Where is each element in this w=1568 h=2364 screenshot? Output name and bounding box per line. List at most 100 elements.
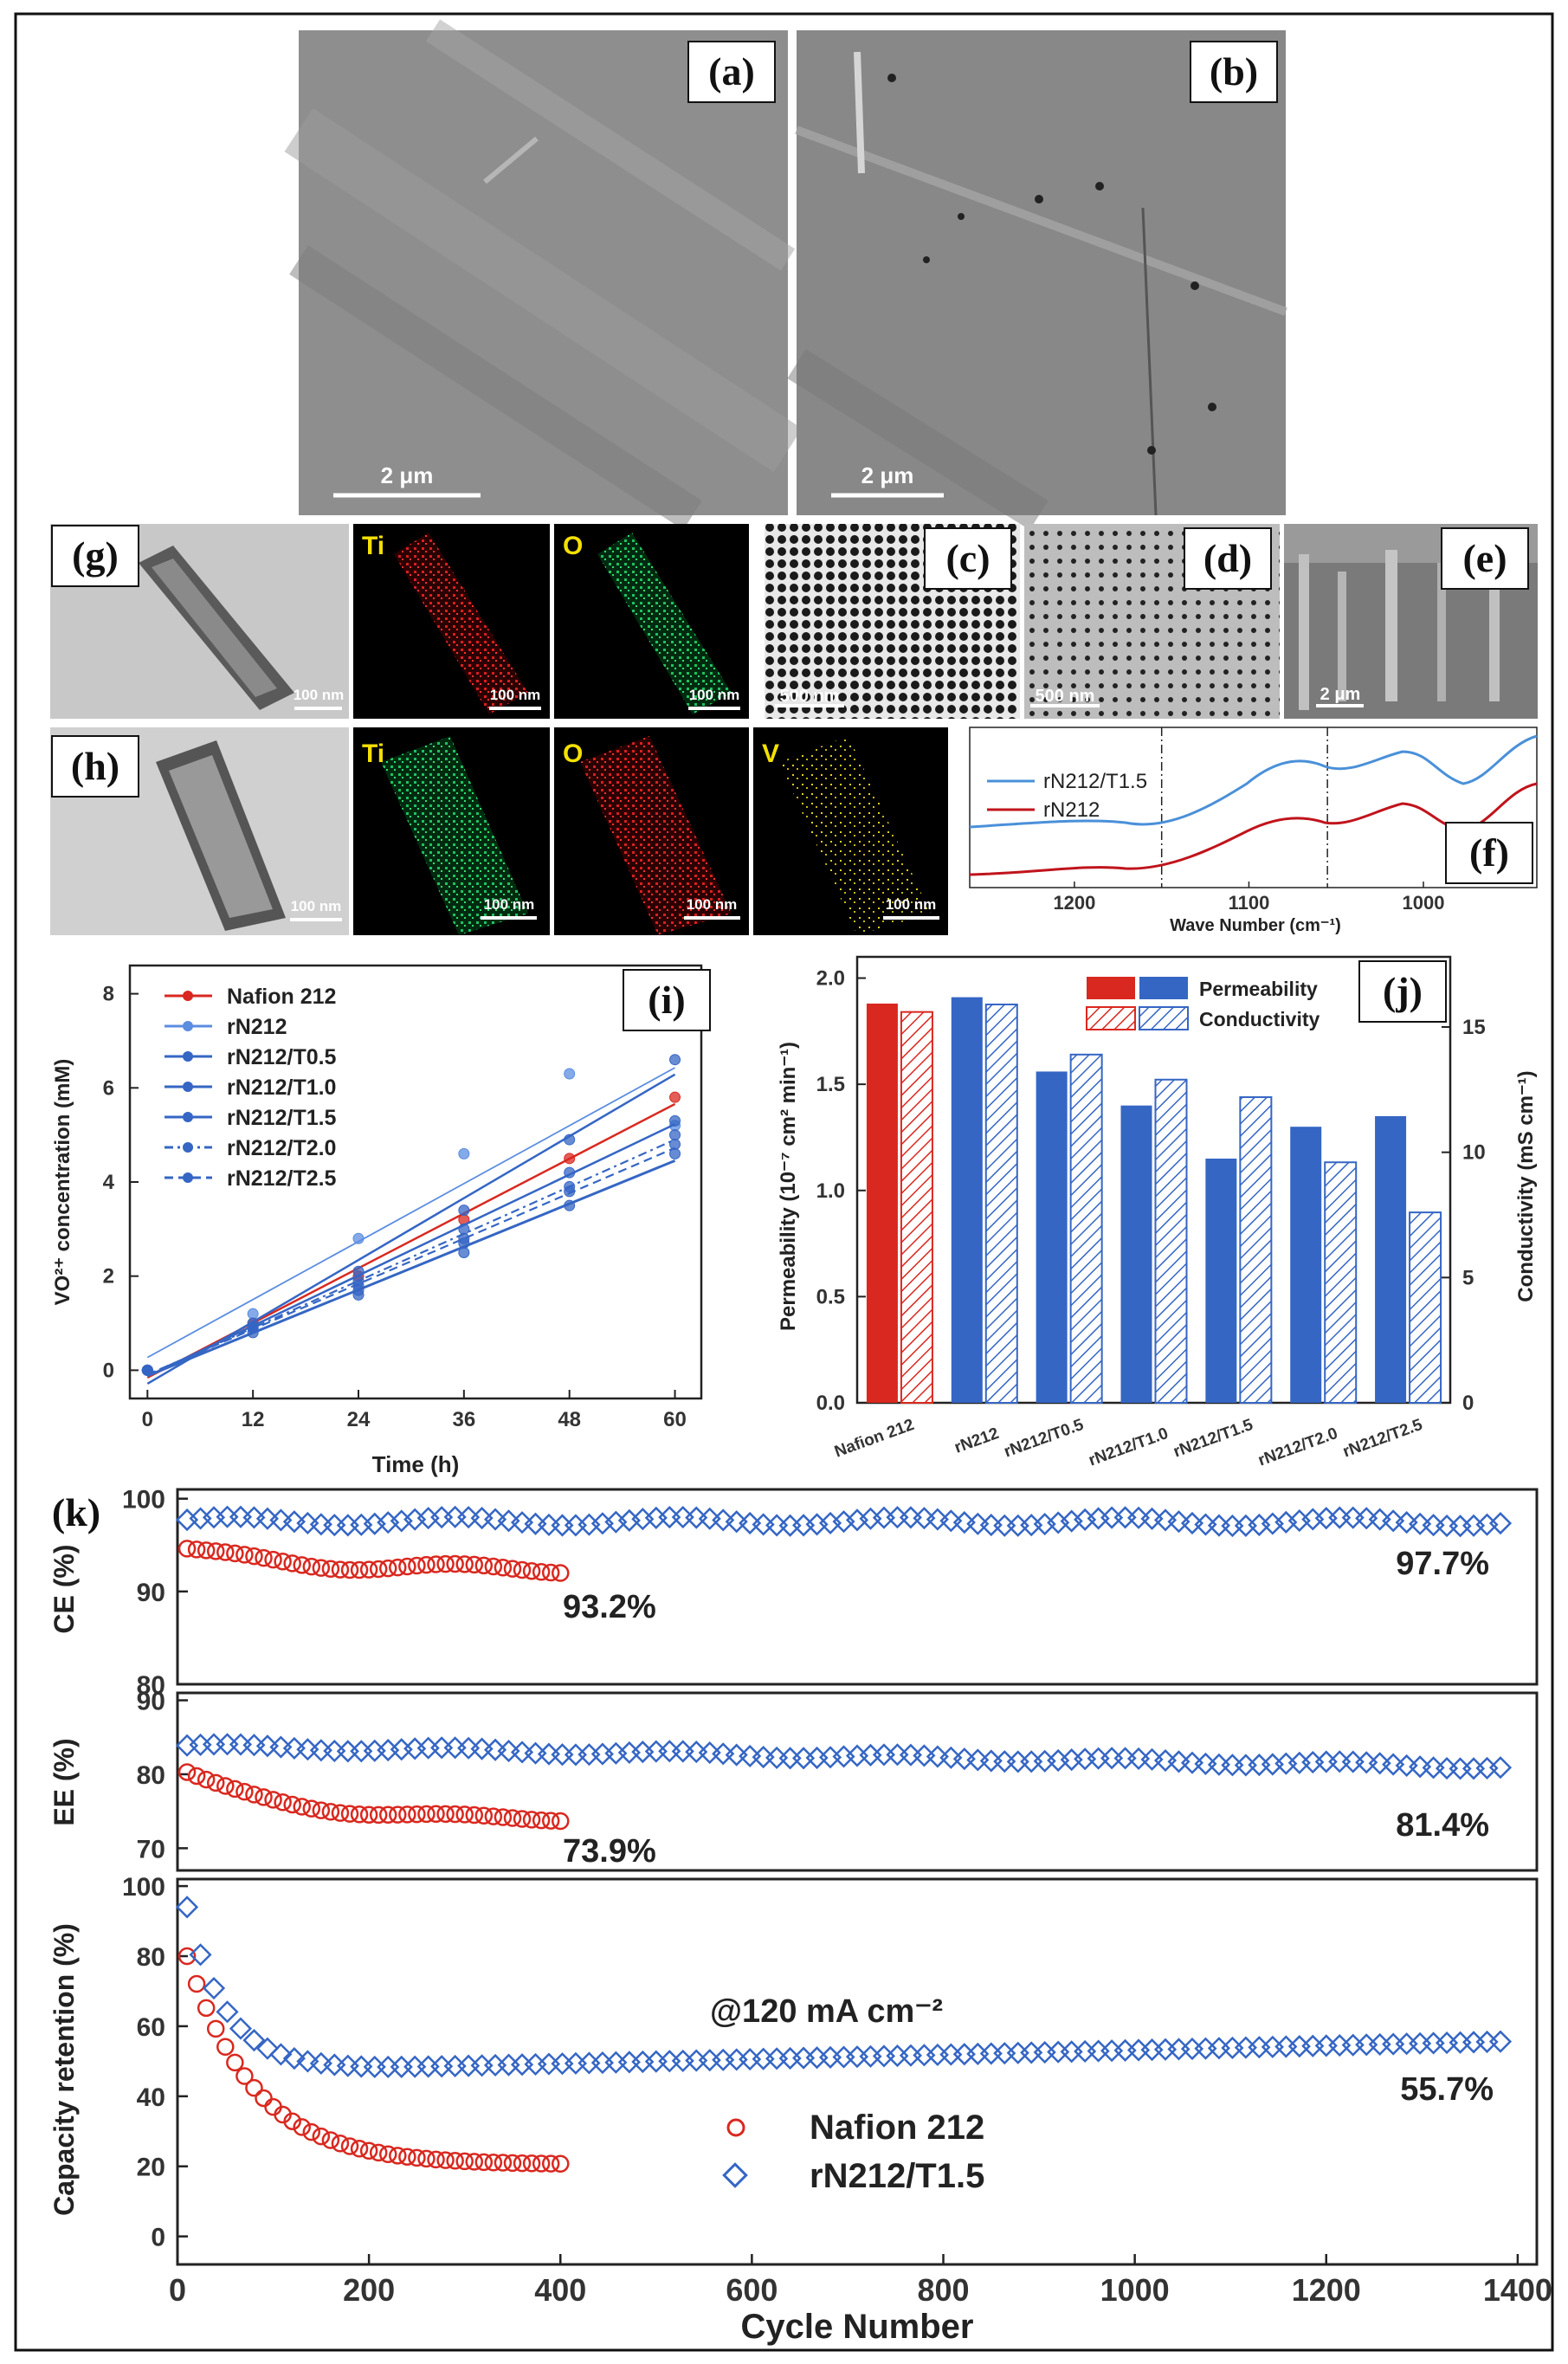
chart-k-ee-rn212-point-8 (282, 1736, 306, 1760)
chart-i-legend-marker-6 (183, 1172, 193, 1183)
chart-k-ce-rn212-point-51 (859, 1507, 882, 1530)
chart-k-xtick-200: 200 (343, 2272, 395, 2308)
panel-i-label: (i) (648, 978, 685, 1022)
chart-i-xtick-0: 0 (142, 1408, 153, 1431)
chart-k-ce-nafion-point-23 (398, 1557, 416, 1576)
chart-k-ce-rn212-point-36 (658, 1506, 681, 1529)
chart-k-ee-rn212-point-20 (443, 1736, 467, 1760)
panel-e-label: (e) (1462, 536, 1507, 580)
chart-k-ce-rn212-point-94 (1435, 1514, 1459, 1538)
chart-k-cap-nafion-point-23 (398, 2148, 416, 2166)
chart-k-ce-rn212-point-50 (845, 1508, 869, 1532)
chart-k-cap-nafion-point-19 (359, 2141, 378, 2161)
chart-k-ce-nafion-point-3 (206, 1542, 225, 1560)
chart-j-frame (855, 955, 1452, 1405)
panel-c-label: (c) (945, 536, 990, 580)
eds-label-h-v: V (762, 740, 779, 768)
chart-k-cap-nafion-point-27 (436, 2151, 455, 2169)
chart-k-cap-rn212-point-56 (926, 2043, 949, 2067)
chart-k-ee-nafion-point-4 (216, 1777, 235, 1795)
chart-k-ee-rn212-point-82 (1274, 1752, 1298, 1775)
chart-k-cap-rn212-point-87 (1341, 2033, 1365, 2057)
chart-k-cap-rn212-point-16 (390, 2055, 413, 2078)
chart-k-cap-rn212-point-71 (1126, 2038, 1151, 2062)
chart-k-cap-nafion-point-7 (245, 2078, 263, 2097)
chart-k-ce-rn212-point-39 (698, 1507, 721, 1530)
chart-k-ee-rn212-point-45 (778, 1747, 802, 1770)
chart-k-ce-nafion-point-31 (474, 1556, 494, 1575)
chart-k-ce-rn212-point-30 (578, 1513, 601, 1536)
chart-k-ee-rn212-point-87 (1341, 1750, 1365, 1773)
chart-k-ee-rn212-point-50 (845, 1744, 869, 1767)
chart-k-ee-nafion-point-0 (177, 1763, 197, 1781)
chart-k-cap-rn212-point-31 (590, 2051, 614, 2075)
chart-k-ce-rn212-point-95 (1449, 1515, 1472, 1538)
chart-k-ee-rn212-point-71 (1126, 1747, 1151, 1771)
scale-label-g-ti: 100 nm (490, 687, 541, 703)
figure-frame (14, 12, 1554, 2352)
chart-k-ce-rn212-point-45 (778, 1514, 802, 1537)
chart-k-cap-rn212-point-65 (1047, 2040, 1070, 2064)
chart-k-ee-rn212-point-59 (966, 1748, 990, 1772)
panel-k-label: (k) (52, 1490, 100, 1534)
chart-k-ce-rn212-point-90 (1382, 1509, 1405, 1533)
chart-k-ee-rn212-point-84 (1301, 1750, 1325, 1774)
chart-k-ee-nafion-point-30 (465, 1805, 483, 1825)
chart-k-ee-rn212-point-4 (229, 1733, 253, 1756)
chart-k-cap-rn212-point-68 (1087, 2039, 1110, 2063)
chart-k-ee-rn212-point-92 (1409, 1755, 1432, 1779)
chart-k-ce-rn212-point-47 (805, 1513, 829, 1536)
chart-k-ce-rn212-point-60 (979, 1514, 1003, 1537)
chart-k-cap-rn212-point-10 (309, 2051, 332, 2075)
chart-k-ce-frame (176, 1488, 1539, 1686)
chart-k-ce-rn212-point-73 (1153, 1508, 1178, 1532)
chart-k-ce-rn212-point-86 (1328, 1506, 1352, 1529)
chart-k-ce-rn212-point-88 (1355, 1507, 1378, 1530)
chart-k-ce-nafion-point-39 (552, 1564, 570, 1582)
chart-k-ee-nafion-point-8 (255, 1788, 273, 1806)
chart-k-ce-rn212-point-6 (255, 1507, 280, 1530)
chart-k-ee-nafion-point-28 (446, 1805, 464, 1824)
chart-k-ee-rn212-point-78 (1221, 1754, 1244, 1777)
chart-k-cap-rn212-point-1 (189, 1943, 212, 1967)
eds-label-g-o: O (563, 532, 583, 560)
chart-k-xtick-0: 0 (169, 2272, 186, 2308)
chart-k-ee-rn212-point-40 (712, 1742, 735, 1766)
chart-k-ee-rn212-point-53 (886, 1743, 909, 1767)
ftir-legend-rn212-t1.5: rN212/T1.5 (1043, 770, 1147, 793)
chart-k-ce-nafion-point-9 (264, 1550, 282, 1569)
chart-k-cap-nafion-point-32 (484, 2153, 503, 2172)
chart-k-ee-annot-nafion: 73.9% (563, 1833, 656, 1870)
chart-j-category-2: rN212/T0.5 (1002, 1416, 1087, 1462)
chart-k-ce-rn212-point-0 (175, 1508, 199, 1532)
chart-k-ee-rn212-point-57 (939, 1746, 963, 1769)
chart-i-legend-label-1: rN212 (227, 1015, 287, 1039)
chart-k-cap-rn212-point-86 (1328, 2033, 1352, 2057)
chart-k-cap-rn212-point-51 (859, 2044, 882, 2068)
chart-k-cap-nafion-point-5 (226, 2053, 244, 2072)
chart-i-fit-2 (146, 1073, 676, 1385)
chart-k-cap-rn212-point-5 (242, 2029, 266, 2052)
chart-k-ee-nafion-point-21 (378, 1805, 397, 1825)
chart-k-ee-rn212-point-33 (617, 1741, 641, 1764)
chart-k-ce-rn212-point-48 (818, 1511, 842, 1534)
chart-k-cap-condition: @120 mA cm⁻² (710, 1993, 943, 2030)
chart-k-ee-nafion-point-14 (312, 1801, 331, 1819)
chart-k-ce-rn212-point-35 (644, 1506, 668, 1529)
chart-k-ce-rn212-point-49 (832, 1510, 855, 1534)
chart-k-ee-rn212-point-98 (1488, 1756, 1513, 1779)
chart-k-ce-rn212-point-85 (1314, 1507, 1338, 1530)
chart-k-ee-rn212-point-65 (1047, 1748, 1070, 1773)
chart-k-ce-rn212-point-43 (752, 1513, 775, 1536)
chart-k-ee-ylabel: EE (%) (48, 1738, 80, 1825)
chart-k-cap-frame (176, 1877, 1539, 2266)
chart-j-category-3: rN212/T1.0 (1087, 1424, 1171, 1470)
chart-k-ee-rn212-point-77 (1207, 1753, 1231, 1776)
chart-k-cap-rn212-point-92 (1409, 2031, 1432, 2055)
chart-k-ee-rn212-point-72 (1140, 1747, 1164, 1771)
chart-k-cap-nafion-point-14 (312, 2127, 331, 2146)
chart-k-ce-rn212-point-11 (323, 1514, 346, 1537)
chart-k-ce-nafion-point-6 (236, 1546, 254, 1564)
